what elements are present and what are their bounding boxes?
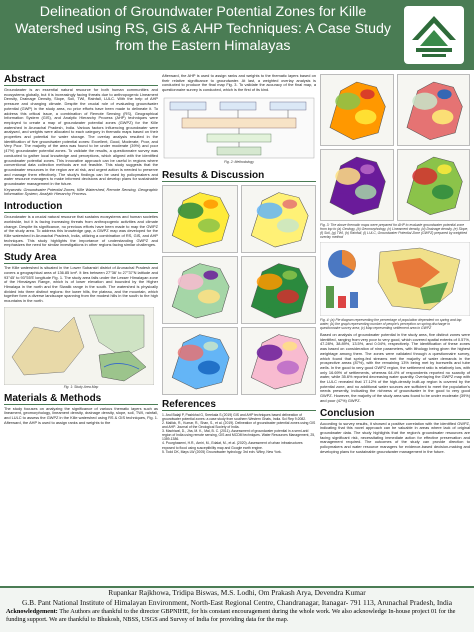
section-heading: Materials & Methods [4,393,158,405]
section-heading: References [162,399,316,411]
abstract-text: Groundwater is an essential natural reso… [4,87,158,187]
affiliation: G.B. Pant National Institute of Himalaya… [21,598,453,607]
acknowledgement-label: Acknowledgement: [6,608,58,615]
poster-title: Delineation of Groundwater Potential Zon… [15,4,391,54]
thematic-map [240,255,316,324]
thematic-map-grid [320,74,470,221]
section-heading: Results & Discussion [162,170,316,182]
thematic-map-grid [162,184,316,395]
footer: Rupankar Rajkhowa, Tridipa Biswas, M.S. … [0,586,474,632]
figure-caption: Fig. 2: Methodology [224,159,254,164]
section-heading: Conclusion [320,408,470,420]
methods-text-continued: Afterward, the AHP is used to assign ran… [162,74,316,93]
figure-caption: Fig. 1: Study Area Map [63,384,99,389]
reference-item: 1. Arul Balaji P, Pashkhal G, Sreekala S… [162,412,307,421]
reference-list: 1. Arul Balaji P, Pashkhal G, Sreekala S… [162,413,316,454]
column-1: Abstract Groundwater is an essential nat… [4,74,158,584]
methods-text: The study focuses on analyzing the signi… [4,405,158,425]
reference-item: 4. Pourghasemi, H.R., Amiri, M., Edalat,… [162,441,303,450]
header: Delineation of Groundwater Potential Zon… [0,0,474,70]
thematic-map [240,326,316,395]
methodology-flowchart [163,97,315,159]
thematic-map [162,184,238,253]
column-2: Afterward, the AHP is used to assign ran… [162,74,316,584]
section-heading: Introduction [4,201,158,214]
thematic-map [396,74,470,146]
authors: Rupankar Rajkhowa, Tridipa Biswas, M.S. … [108,588,366,597]
reference-item: 3. Machiwal, D., Jha, M. K., Mal, B. C. … [162,429,316,442]
column-3: Fig. 3: The above thematic maps were pre… [320,74,470,584]
keywords: Keywords: Groundwater Potential Zones, K… [4,186,158,197]
thematic-map [162,326,238,395]
figure-caption: Fig. 4: (a) Pie diagram representing the… [320,318,462,330]
acknowledgement-text: The Authors are thankful to the director… [6,608,456,623]
logo [404,6,464,64]
thematic-map [320,149,394,221]
thematic-map [240,184,316,253]
study-area-map [4,306,154,385]
reference-item: 5. Todd DK, Mays LW (2005) Groundwater h… [162,449,282,454]
thematic-map [162,255,238,324]
reference-item: 2. Mallick, R., Kumar, R., Shan, S., et … [162,421,316,430]
section-heading: Abstract [4,74,158,86]
figure-caption: Fig. 3: The above thematic maps were pre… [320,223,469,239]
thematic-map [396,149,470,221]
thematic-map [320,74,394,146]
acknowledgement: Acknowledgement: The Authors are thankfu… [0,608,474,623]
survey-figure [320,242,470,316]
results-text: Based on analysis of groundwater potenti… [320,332,470,403]
section-heading: Study Area [4,252,158,265]
study-area-text: The Kille watershed is situated in the L… [4,265,158,304]
introduction-text: Groundwater is a crucial natural resourc… [4,214,158,248]
references: References 1. Arul Balaji P, Pashkhal G,… [162,399,316,454]
conclusion-text: According to survey results, it showed a… [320,420,470,454]
